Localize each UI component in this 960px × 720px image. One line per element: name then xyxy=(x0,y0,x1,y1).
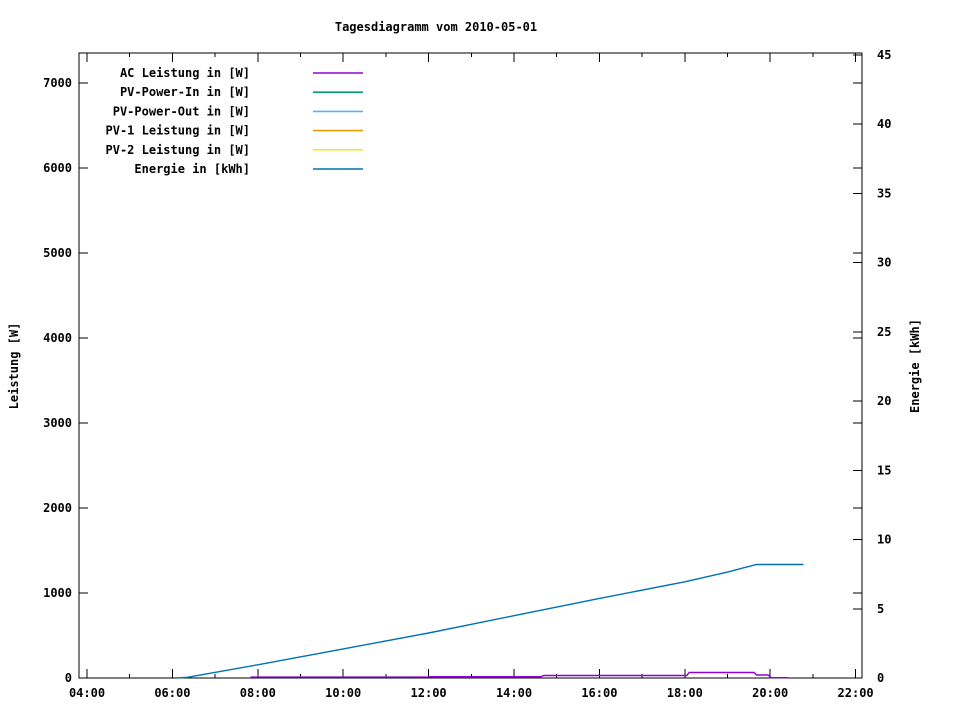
legend-label: PV-1 Leistung in [W] xyxy=(106,124,251,138)
y-tick-label-right: 5 xyxy=(877,602,884,616)
legend-label: PV-2 Leistung in [W] xyxy=(106,143,251,157)
y-axis-label-left: Leistung [W] xyxy=(7,323,21,410)
legend-label: PV-Power-Out in [W] xyxy=(113,104,250,118)
legend-label: Energie in [kWh] xyxy=(134,162,250,176)
legend-label: PV-Power-In in [W] xyxy=(120,85,250,99)
x-tick-label: 10:00 xyxy=(325,686,361,700)
y-tick-label-left: 6000 xyxy=(43,161,72,175)
legend: AC Leistung in [W] PV-Power-In in [W] PV-P… xyxy=(106,66,363,176)
y-tick-label-right: 40 xyxy=(877,117,891,131)
axis-ticks xyxy=(79,53,862,679)
series-line-6 xyxy=(176,563,804,679)
y-tick-label-right: 45 xyxy=(877,48,891,62)
y-tick-label-right: 25 xyxy=(877,325,891,339)
y-tick-label-left: 2000 xyxy=(43,501,72,515)
y-axis-label-right: Energie [kWh] xyxy=(908,319,922,413)
y-tick-label-left: 3000 xyxy=(43,416,72,430)
y-tick-label-left: 0 xyxy=(65,671,72,685)
x-tick-label: 16:00 xyxy=(581,686,617,700)
y-tick-label-left: 4000 xyxy=(43,331,72,345)
y-tick-label-right: 30 xyxy=(877,256,891,270)
x-tick-label: 20:00 xyxy=(752,686,788,700)
x-tick-label: 18:00 xyxy=(667,686,703,700)
y-tick-label-left: 1000 xyxy=(43,586,72,600)
y-tick-label-right: 15 xyxy=(877,463,891,477)
y-tick-label-left: 5000 xyxy=(43,246,72,260)
legend-label: AC Leistung in [W] xyxy=(120,66,250,80)
x-tick-label: 08:00 xyxy=(240,686,276,700)
chart-title: Tagesdiagramm vom 2010-05-01 xyxy=(335,20,537,34)
plot-border xyxy=(78,52,863,679)
x-tick-label: 12:00 xyxy=(411,686,447,700)
data-series xyxy=(176,563,804,679)
y-tick-label-right: 35 xyxy=(877,186,891,200)
series-line-1 xyxy=(250,671,789,679)
axis-tick-labels: 04:00 06:00 08:00 10:00 12:00 14:00 16:00 18:00… xyxy=(43,48,891,700)
y-tick-label-right: 10 xyxy=(877,533,891,547)
x-tick-label: 22:00 xyxy=(838,686,874,700)
y-tick-label-right: 20 xyxy=(877,394,891,408)
y-tick-label-right: 0 xyxy=(877,671,884,685)
x-tick-label: 04:00 xyxy=(69,686,105,700)
x-tick-label: 14:00 xyxy=(496,686,532,700)
x-tick-label: 06:00 xyxy=(154,686,190,700)
y-tick-label-left: 7000 xyxy=(43,76,72,90)
